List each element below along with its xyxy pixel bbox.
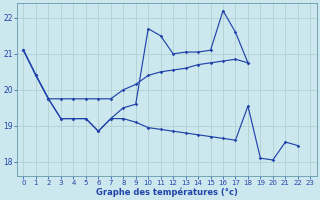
X-axis label: Graphe des températures (°c): Graphe des températures (°c): [96, 187, 238, 197]
